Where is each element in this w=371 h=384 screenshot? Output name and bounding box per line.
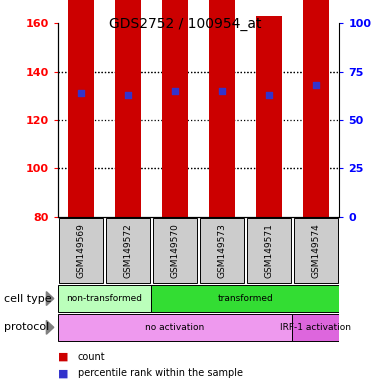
Point [313,82,319,88]
Text: transformed: transformed [218,294,273,303]
Bar [58,313,292,341]
Text: GSM149571: GSM149571 [265,223,273,278]
Bar [209,0,235,217]
Text: IRF-1 activation: IRF-1 activation [280,323,351,332]
Point [78,90,84,96]
Text: count: count [78,351,105,362]
Bar [151,285,339,313]
Text: non-transformed: non-transformed [66,294,142,303]
Point [266,92,272,98]
Text: GDS2752 / 100954_at: GDS2752 / 100954_at [109,17,262,31]
Bar [247,218,290,283]
Point [172,88,178,94]
Bar [59,218,103,283]
Polygon shape [46,292,54,306]
Point [125,92,131,98]
Bar [106,218,150,283]
Text: GSM149572: GSM149572 [124,223,132,278]
Bar [256,16,282,217]
Bar [153,218,197,283]
Text: percentile rank within the sample: percentile rank within the sample [78,368,243,379]
Bar [115,0,141,217]
Text: ■: ■ [58,368,68,379]
Text: protocol: protocol [4,322,49,333]
Text: no activation: no activation [145,323,205,332]
Bar [292,313,339,341]
Bar [303,0,329,217]
Text: ■: ■ [58,351,68,362]
Text: GSM149569: GSM149569 [76,223,85,278]
Text: GSM149573: GSM149573 [217,223,226,278]
Text: cell type: cell type [4,293,51,304]
Bar [58,285,151,313]
Text: GSM149570: GSM149570 [171,223,180,278]
Bar [68,0,94,217]
Text: GSM149574: GSM149574 [312,223,321,278]
Bar [200,218,244,283]
Bar [294,218,338,283]
Bar [162,0,188,217]
Point [219,88,225,94]
Polygon shape [46,320,54,334]
